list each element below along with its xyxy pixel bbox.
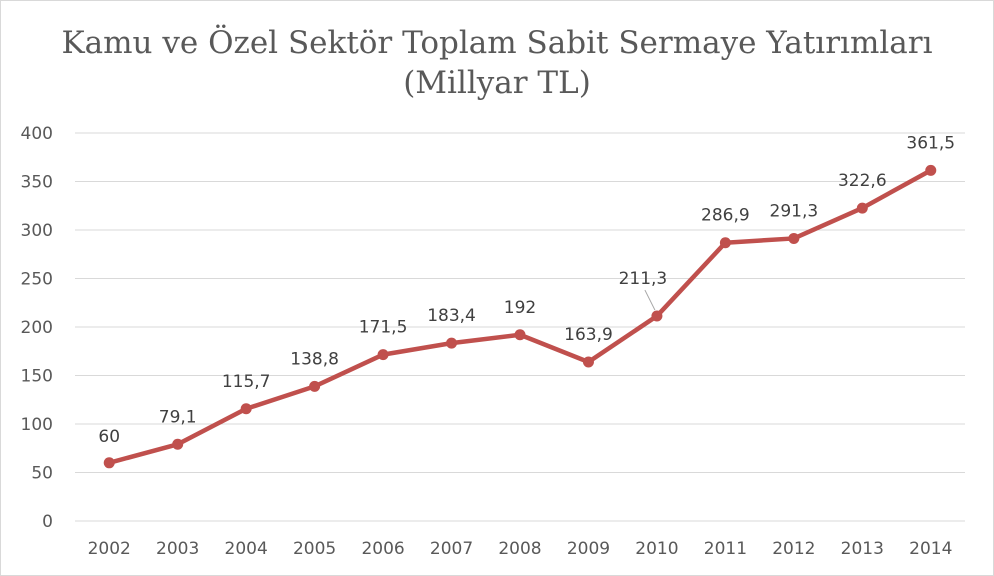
x-tick-label: 2013 [841,539,884,559]
data-point [788,232,800,244]
data-point [925,164,937,176]
data-label: 322,6 [838,171,887,191]
chart-title-line-1: Kamu ve Özel Sektör Toplam Sabit Sermaye… [61,25,933,61]
series-line-group [103,164,937,469]
data-label: 192 [504,298,536,318]
x-tick-label: 2006 [361,539,404,559]
x-tick-label: 2009 [567,539,610,559]
data-label: 286,9 [701,206,750,226]
data-label: 115,7 [222,372,271,392]
data-point [582,356,594,368]
x-tick-label: 2007 [430,539,473,559]
data-label: 163,9 [564,325,613,345]
x-axis-ticks: 2002 2003 2004 2005 2006 2007 2008 2009 2010 2011… [88,539,953,559]
x-tick-label: 2003 [156,539,199,559]
data-label: 60 [98,427,120,447]
y-tick-label: 300 [21,221,53,241]
y-tick-label: 0 [42,512,53,532]
data-point [377,349,389,361]
data-label: 171,5 [359,318,408,338]
data-point [103,457,115,469]
data-point [514,329,526,341]
data-point [309,380,321,392]
data-labels: 60 79,1 115,7 138,8 171,5 183,4 192 163,9 211,3 2… [98,133,955,446]
x-tick-label: 2014 [909,539,952,559]
y-tick-label: 100 [21,415,53,435]
y-tick-label: 350 [21,173,53,193]
data-label: 211,3 [619,269,668,289]
data-point [446,337,458,349]
data-point [719,237,731,249]
data-label: 79,1 [159,407,197,427]
x-tick-label: 2002 [88,539,131,559]
gridlines [75,132,965,522]
chart-title-line-2: (Millyar TL) [403,65,591,101]
x-tick-label: 2008 [498,539,541,559]
x-tick-label: 2012 [772,539,815,559]
y-tick-label: 150 [21,367,53,387]
y-tick-label: 400 [21,124,53,144]
data-label: 361,5 [906,133,955,153]
chart-title: Kamu ve Özel Sektör Toplam Sabit Sermaye… [1,23,993,103]
data-label: 138,8 [290,349,339,369]
data-point [240,403,252,415]
data-label-leader-line [644,289,656,311]
data-point [651,310,663,322]
y-tick-label: 200 [21,318,53,338]
x-tick-label: 2011 [704,539,747,559]
y-tick-label: 50 [31,464,53,484]
data-label: 291,3 [770,201,819,221]
x-tick-label: 2010 [635,539,678,559]
y-axis-ticks: 0 50 100 150 200 250 300 350 400 [21,124,53,532]
x-tick-label: 2004 [225,539,268,559]
data-label: 183,4 [427,306,476,326]
y-tick-label: 250 [21,270,53,290]
data-point [856,202,868,214]
x-tick-label: 2005 [293,539,336,559]
data-point [172,438,184,450]
